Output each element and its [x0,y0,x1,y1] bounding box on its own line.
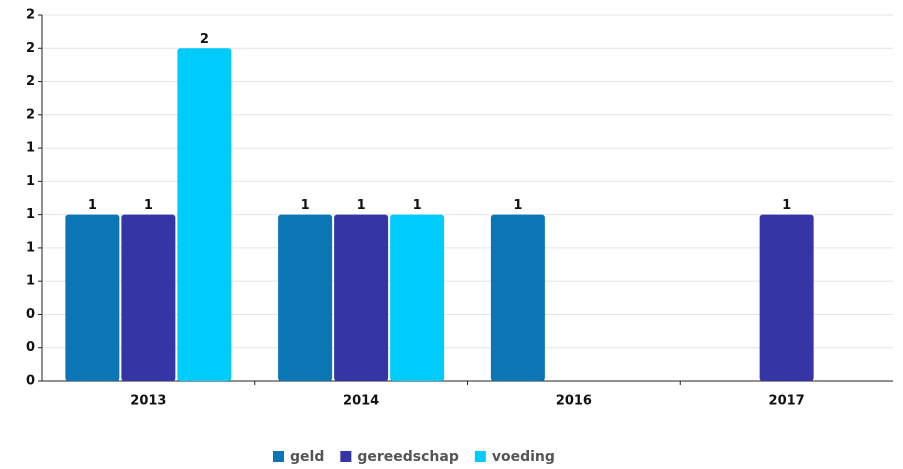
y-tick-label: 1 [26,207,35,222]
legend-swatch [340,451,352,462]
y-tick-label: 1 [26,274,35,289]
legend-label: voeding [492,449,555,465]
legend-label: gereedschap [357,449,459,465]
legend-label: geld [290,449,324,465]
y-tick-label: 0 [26,340,35,355]
x-tick-label: 2016 [556,394,592,409]
y-tick-label: 2 [26,74,35,89]
x-tick-label: 2017 [769,394,805,409]
bar [390,214,445,381]
bar [490,214,545,381]
y-tick-label: 2 [26,107,35,122]
data-label: 2 [200,32,209,47]
bar [334,214,389,381]
y-tick-label: 0 [26,307,35,322]
y-tick-label: 1 [26,174,35,189]
data-label: 1 [513,198,522,213]
data-label: 1 [301,198,310,213]
y-tick-label: 2 [26,41,35,56]
x-tick-label: 2013 [130,394,166,409]
data-label: 1 [88,198,97,213]
bar [177,48,232,381]
bar [121,214,176,381]
data-label: 1 [413,198,422,213]
data-label: 1 [357,198,366,213]
x-tick-label: 2014 [343,394,379,409]
data-label: 1 [782,198,791,213]
bar [759,214,814,381]
bar [278,214,333,381]
legend: geld gereedschap voeding [273,449,555,465]
legend-swatch [273,451,284,462]
bar [65,214,120,381]
y-tick-label: 1 [26,141,35,156]
y-tick-label: 2 [26,8,35,23]
y-tick-label: 1 [26,240,35,255]
legend-swatch [474,451,486,462]
data-label: 1 [144,198,153,213]
y-tick-label: 0 [26,374,35,389]
